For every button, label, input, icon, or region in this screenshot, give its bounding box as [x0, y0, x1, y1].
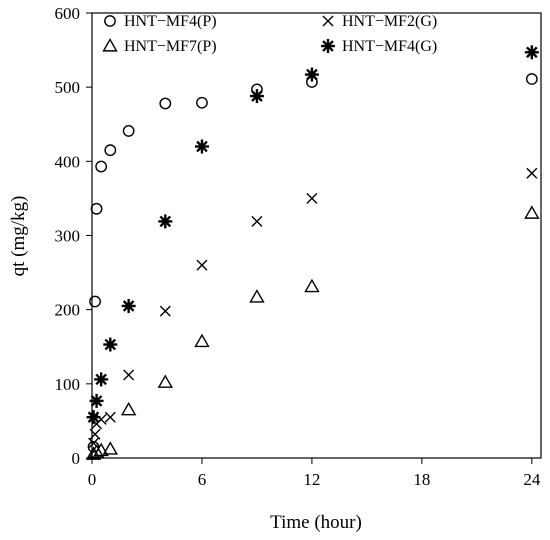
data-point: [249, 89, 264, 104]
legend-item: HNT−MF4(G): [321, 38, 437, 55]
legend-item: HNT−MF4(P): [104, 13, 217, 30]
data-point: [123, 369, 135, 381]
y-tick-label: 300: [55, 227, 81, 246]
data-point: [306, 192, 318, 204]
legend-label: HNT−MF2(G): [342, 13, 437, 30]
data-point: [194, 333, 210, 348]
legend-label: HNT−MF7(P): [124, 38, 217, 55]
data-point: [85, 446, 102, 460]
series-1: [87, 73, 538, 453]
data-point: [304, 278, 320, 293]
legend: HNT−MF4(P) HNT−MF2(G) HNT−MF7(P) HNT−MF4(G): [102, 13, 437, 55]
data-point: [102, 441, 119, 455]
series-2: [88, 167, 538, 449]
y-tick-label: 500: [55, 78, 81, 97]
x-tick-label: 24: [523, 470, 541, 489]
data-point: [158, 214, 173, 229]
data-point: [95, 160, 108, 173]
data-point: [524, 205, 540, 219]
x-tick-label: 6: [198, 470, 207, 489]
data-point: [88, 444, 105, 458]
series-4: [86, 45, 539, 425]
legend-item: HNT−MF2(G): [322, 13, 437, 30]
data-point: [120, 401, 137, 416]
data-point: [103, 337, 118, 352]
legend-label: HNT−MF4(P): [124, 13, 217, 30]
y-tick-label: 200: [55, 301, 81, 320]
x-tick-label: 12: [303, 470, 320, 489]
data-point: [524, 45, 539, 60]
y-tick-label: 600: [55, 4, 81, 23]
data-point: [86, 410, 101, 425]
data-point: [304, 67, 319, 82]
data-point: [89, 295, 101, 308]
data-point: [159, 97, 172, 110]
data-point: [104, 411, 116, 423]
data-point: [122, 125, 135, 137]
x-tick-label: 18: [413, 470, 430, 489]
data-point: [249, 289, 265, 303]
data-point: [94, 372, 109, 387]
data-point: [251, 215, 263, 227]
y-axis-title: qt (mg/kg): [8, 196, 29, 277]
legend-marker: [321, 39, 335, 53]
legend-marker: [102, 38, 118, 52]
series-3: [85, 205, 540, 460]
x-axis-title: Time (hour): [270, 512, 362, 533]
y-tick-label: 0: [72, 449, 81, 468]
legend-marker: [104, 15, 116, 27]
data-point: [93, 442, 109, 457]
data-point: [121, 298, 136, 313]
data-points: [85, 45, 540, 460]
axes: 0 100 200 300 400 500 600 0 6 12 18 24: [55, 4, 542, 489]
x-tick-label: 0: [88, 470, 97, 489]
legend-label: HNT−MF4(G): [342, 38, 437, 55]
data-point: [525, 73, 538, 85]
data-point: [157, 374, 174, 388]
data-point: [196, 259, 208, 271]
data-point: [89, 428, 101, 440]
y-tick-label: 100: [55, 375, 81, 394]
data-point: [89, 393, 104, 408]
legend-marker: [322, 15, 334, 27]
data-point: [90, 202, 103, 215]
data-point: [526, 167, 538, 179]
data-point: [104, 144, 117, 157]
y-tick-label: 400: [55, 152, 81, 171]
data-point: [194, 139, 209, 154]
data-point: [196, 96, 208, 109]
data-point: [159, 305, 171, 317]
legend-item: HNT−MF7(P): [102, 38, 217, 55]
